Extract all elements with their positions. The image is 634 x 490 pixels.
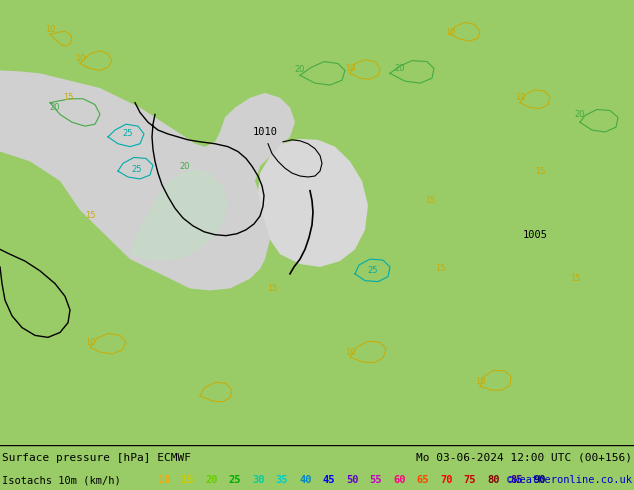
Text: Surface pressure [hPa] ECMWF: Surface pressure [hPa] ECMWF <box>2 453 191 463</box>
Text: 10: 10 <box>475 377 485 386</box>
Text: 10: 10 <box>75 54 85 63</box>
Text: 25: 25 <box>132 165 142 173</box>
Text: 50: 50 <box>346 475 358 485</box>
Text: 15: 15 <box>85 211 95 220</box>
Text: Mo 03-06-2024 12:00 UTC (00+156): Mo 03-06-2024 12:00 UTC (00+156) <box>416 453 632 463</box>
Text: 20: 20 <box>49 103 60 112</box>
Text: 80: 80 <box>487 475 500 485</box>
Text: 15: 15 <box>435 265 445 273</box>
Text: 10: 10 <box>345 64 355 73</box>
Text: 55: 55 <box>370 475 382 485</box>
Text: 10: 10 <box>444 28 455 37</box>
Text: 15: 15 <box>267 284 277 293</box>
Text: 25: 25 <box>368 267 378 275</box>
Text: 25: 25 <box>228 475 241 485</box>
Text: 15: 15 <box>181 475 194 485</box>
Text: 1010: 1010 <box>252 127 278 137</box>
Text: 20: 20 <box>395 64 405 73</box>
Text: 20: 20 <box>295 65 305 74</box>
Polygon shape <box>130 169 228 261</box>
Text: 10: 10 <box>45 25 55 34</box>
Text: 60: 60 <box>393 475 406 485</box>
Text: 70: 70 <box>440 475 453 485</box>
Text: 20: 20 <box>180 162 190 171</box>
Text: Isotachs 10m (km/h): Isotachs 10m (km/h) <box>2 475 120 485</box>
Text: 10: 10 <box>345 347 355 357</box>
Polygon shape <box>258 139 368 267</box>
Text: 15: 15 <box>63 93 74 102</box>
Text: 10: 10 <box>85 338 95 347</box>
Text: 1005: 1005 <box>522 230 548 240</box>
Text: 35: 35 <box>276 475 288 485</box>
Text: 15: 15 <box>425 196 436 205</box>
Text: ©weatheronline.co.uk: ©weatheronline.co.uk <box>507 475 632 485</box>
Text: 20: 20 <box>575 110 585 119</box>
Text: 85: 85 <box>510 475 523 485</box>
Text: 30: 30 <box>252 475 264 485</box>
Text: 90: 90 <box>534 475 547 485</box>
Text: 20: 20 <box>205 475 217 485</box>
Text: 40: 40 <box>299 475 311 485</box>
Text: 10: 10 <box>515 93 525 102</box>
Text: 45: 45 <box>323 475 335 485</box>
Text: 15: 15 <box>534 167 545 175</box>
Text: 15: 15 <box>570 274 580 283</box>
Text: 10: 10 <box>158 475 171 485</box>
Polygon shape <box>0 71 295 291</box>
Text: 25: 25 <box>123 129 133 139</box>
Text: 65: 65 <box>417 475 429 485</box>
Text: 75: 75 <box>463 475 476 485</box>
